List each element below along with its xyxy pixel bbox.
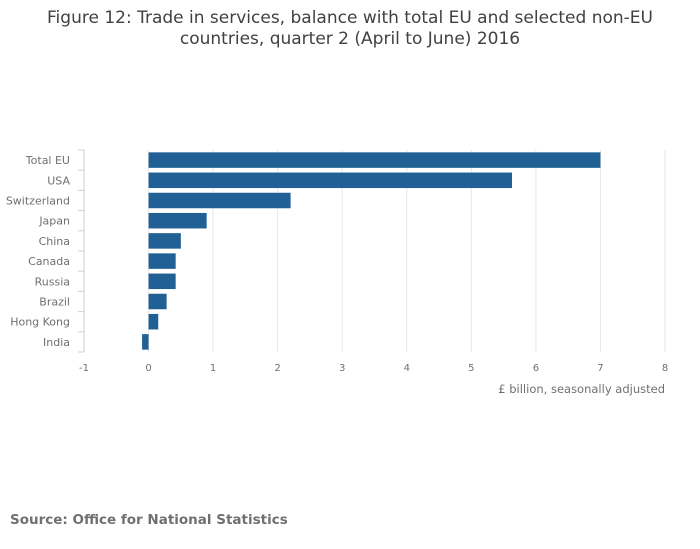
bar-hong-kong	[148, 313, 159, 330]
x-tick-label: 4	[404, 363, 410, 374]
chart-title-line-1: Figure 12: Trade in services, balance wi…	[47, 8, 653, 28]
x-tick-label: 3	[339, 363, 345, 374]
x-tick-label: 0	[145, 363, 151, 374]
bar-canada	[148, 253, 176, 269]
category-label: India	[43, 336, 70, 349]
bar-brazil	[148, 293, 167, 310]
category-label: Hong Kong	[10, 316, 70, 329]
x-tick-label: 1	[210, 363, 216, 374]
category-label: USA	[47, 174, 70, 187]
bar-total-eu	[148, 152, 601, 168]
x-tick-label: 2	[274, 363, 280, 374]
category-label: Brazil	[39, 296, 70, 309]
x-tick-label: 8	[662, 363, 668, 374]
x-tick-label: 7	[597, 363, 603, 374]
x-tick-label: -1	[79, 363, 89, 374]
chart-title: Figure 12: Trade in services, balance wi…	[0, 8, 700, 50]
bar-india	[142, 334, 149, 350]
bar-japan	[148, 212, 207, 229]
x-axis-title: £ billion, seasonally adjusted	[498, 382, 665, 396]
bar-usa	[148, 172, 513, 189]
bar-china	[148, 233, 181, 249]
x-tick-label: 5	[468, 363, 474, 374]
x-tick-label: 6	[533, 363, 539, 374]
category-label: Canada	[28, 255, 70, 268]
category-label: Switzerland	[6, 195, 70, 208]
category-label: Japan	[38, 215, 70, 228]
source-note: Source: Office for National Statistics	[10, 512, 288, 528]
category-label: China	[39, 235, 70, 248]
category-label: Russia	[35, 275, 70, 288]
bar-russia	[148, 273, 176, 290]
chart-title-line-2: countries, quarter 2 (April to June) 201…	[179, 29, 521, 49]
category-label: Total EU	[25, 154, 70, 167]
bar-switzerland	[148, 192, 291, 209]
